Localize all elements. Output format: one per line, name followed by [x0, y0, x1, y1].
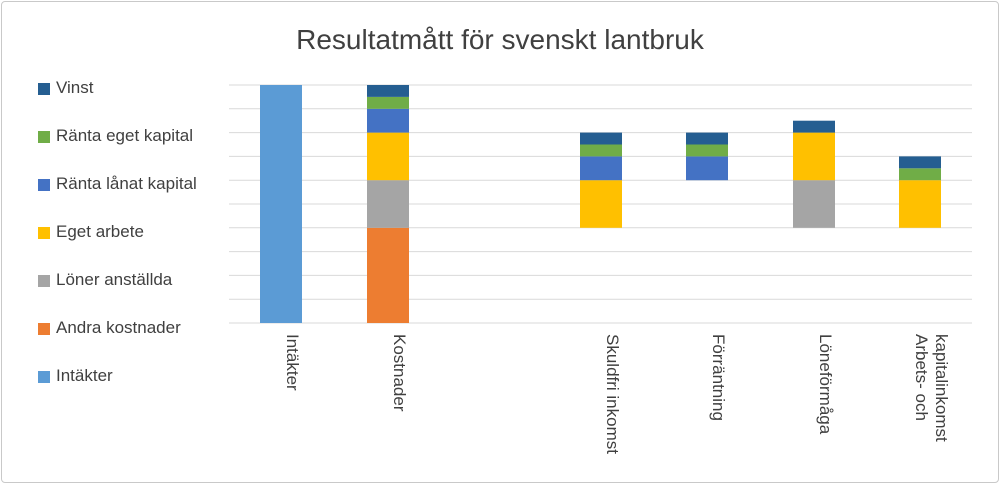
bar-segment-vinst: [899, 156, 941, 169]
category-label: Löneförmåga: [816, 334, 835, 435]
legend-swatch: [38, 179, 50, 191]
bar-segment-ränta-lånat-kapital: [686, 156, 728, 181]
legend-label: Ränta eget kapital: [56, 126, 194, 145]
bar-segment-intäkter: [260, 85, 302, 323]
bar-segment-ränta-eget-kapital: [686, 144, 728, 157]
legend-swatch: [38, 131, 50, 143]
bar-segment-ränta-eget-kapital: [580, 144, 622, 157]
legend-swatch: [38, 227, 50, 239]
legend-swatch: [38, 371, 50, 383]
legend-label: Andra kostnader: [56, 318, 181, 337]
bar-segment-ränta-lånat-kapital: [367, 108, 409, 133]
bar-segment-löner-anställda: [367, 180, 409, 228]
legend-label: Ränta lånat kapital: [56, 174, 197, 193]
legend-label: Eget arbete: [56, 222, 144, 241]
legend-label: Intäkter: [56, 366, 113, 385]
bar-segment-eget-arbete: [899, 180, 941, 228]
bar-segment-eget-arbete: [367, 132, 409, 181]
bar-segment-eget-arbete: [793, 132, 835, 181]
category-label: Förräntning: [709, 334, 728, 421]
legend-label: Löner anställda: [56, 270, 173, 289]
category-label: Skuldfri inkomst: [603, 334, 622, 454]
bar-segment-löner-anställda: [793, 180, 835, 228]
legend-swatch: [38, 323, 50, 335]
bar-segment-eget-arbete: [580, 180, 622, 228]
bar-segment-ränta-lånat-kapital: [580, 156, 622, 181]
category-label: Intäkter: [283, 334, 302, 391]
legend-swatch: [38, 275, 50, 287]
chart-title: Resultatmått för svenskt lantbruk: [296, 24, 704, 55]
category-label: Arbets- och: [912, 334, 931, 421]
bar-segment-vinst: [793, 120, 835, 133]
bar-segment-andra-kostnader: [367, 227, 409, 323]
bar-segment-ränta-eget-kapital: [367, 96, 409, 109]
legend-swatch: [38, 83, 50, 95]
category-label: Kostnader: [390, 334, 409, 412]
bar-segment-vinst: [367, 85, 409, 97]
bar-segment-vinst: [580, 132, 622, 145]
category-label: kapitalinkomst: [932, 334, 951, 442]
bar-segment-vinst: [686, 132, 728, 145]
bar-segment-ränta-eget-kapital: [899, 168, 941, 181]
legend-label: Vinst: [56, 78, 94, 97]
